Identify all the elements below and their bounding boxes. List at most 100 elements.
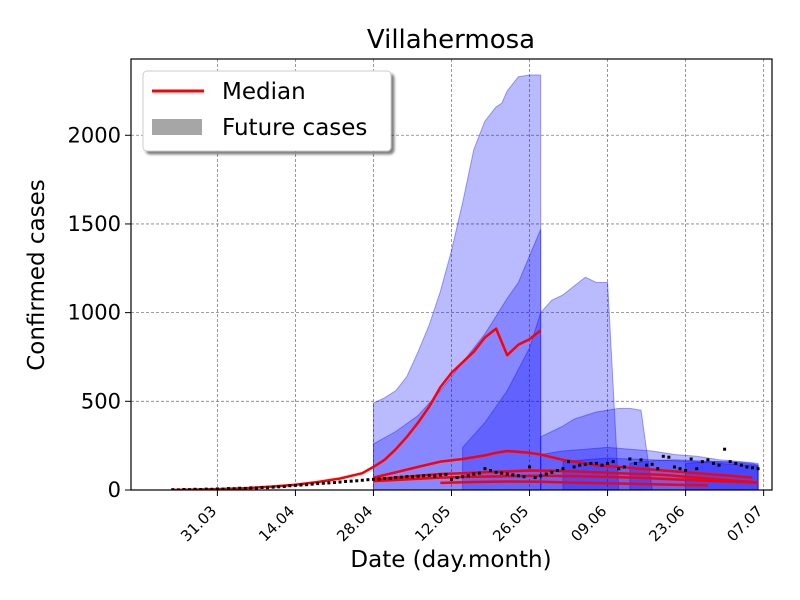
observed-point <box>371 477 375 481</box>
observed-point <box>188 488 192 490</box>
observed-point <box>332 481 336 485</box>
observed-point <box>750 466 754 470</box>
observed-point <box>215 487 219 490</box>
observed-point <box>578 463 582 467</box>
observed-point <box>550 470 554 474</box>
observed-point <box>293 483 297 487</box>
x-axis-ticks: 31.03 14.04 28.04 12.05 26.05 09.06 23.06 07.07 <box>177 490 766 545</box>
observed-point <box>689 457 693 461</box>
observed-point <box>483 467 487 471</box>
observed-point <box>394 476 398 480</box>
x-tick-label: 31.03 <box>177 502 220 545</box>
observed-point <box>617 467 621 471</box>
observed-point <box>299 483 303 487</box>
observed-point <box>182 487 186 490</box>
x-tick-label: 14.04 <box>255 502 298 545</box>
observed-point <box>622 465 626 469</box>
observed-point <box>706 458 710 462</box>
x-axis-label: Date (day.month) <box>350 547 551 573</box>
legend-box <box>142 70 392 152</box>
observed-point <box>305 483 309 487</box>
y-tick-label: 0 <box>108 478 121 502</box>
observed-point <box>717 463 721 467</box>
x-tick-label: 28.04 <box>333 502 376 545</box>
observed-point <box>221 487 225 490</box>
median-line <box>440 480 708 487</box>
observed-point <box>466 474 470 478</box>
observed-point <box>344 479 348 483</box>
observed-point <box>594 461 598 465</box>
observed-point <box>427 473 431 477</box>
observed-point <box>176 488 180 490</box>
observed-point <box>723 447 727 451</box>
x-tick-label: 09.06 <box>567 502 610 545</box>
y-tick-label: 1500 <box>68 212 121 236</box>
observed-point <box>327 481 331 485</box>
median-line <box>373 474 759 484</box>
observed-point <box>555 468 559 472</box>
observed-point <box>678 467 682 471</box>
y-axis-label: Confirmed cases <box>24 179 50 371</box>
observed-point <box>238 486 242 490</box>
observed-points <box>171 447 760 490</box>
observed-point <box>567 460 571 464</box>
y-tick-label: 500 <box>81 389 121 413</box>
observed-point <box>388 476 392 480</box>
observed-point <box>606 461 610 465</box>
observed-point <box>193 487 197 490</box>
observed-point <box>455 476 459 480</box>
observed-point <box>667 455 671 459</box>
observed-point <box>672 465 676 469</box>
observed-point <box>489 468 493 472</box>
observed-point <box>349 479 353 483</box>
observed-point <box>628 457 632 461</box>
observed-point <box>661 454 665 458</box>
observed-point <box>639 458 643 462</box>
legend: Median Future cases <box>142 70 392 152</box>
observed-point <box>321 481 325 485</box>
confidence-bands <box>373 74 759 490</box>
observed-point <box>611 460 615 464</box>
observed-point <box>204 487 208 490</box>
observed-point <box>338 480 342 484</box>
observed-point <box>533 476 537 480</box>
observed-point <box>589 461 593 465</box>
observed-point <box>583 462 587 466</box>
observed-point <box>739 463 743 467</box>
observed-point <box>461 475 465 479</box>
y-tick-label: 2000 <box>68 123 121 147</box>
observed-point <box>249 486 253 490</box>
observed-point <box>171 488 175 490</box>
observed-point <box>310 482 314 486</box>
observed-point <box>561 467 565 471</box>
observed-point <box>695 467 699 471</box>
observed-point <box>416 474 420 478</box>
y-tick-label: 1000 <box>68 301 121 325</box>
chart-title: Villahermosa <box>367 25 535 55</box>
median-line <box>172 327 542 490</box>
observed-point <box>700 460 704 464</box>
observed-point <box>650 462 654 466</box>
observed-point <box>405 475 409 479</box>
observed-point <box>472 472 476 476</box>
observed-point <box>438 473 442 477</box>
observed-point <box>277 485 281 489</box>
observed-point <box>260 486 264 490</box>
observed-point <box>383 476 387 480</box>
observed-point <box>505 472 509 476</box>
x-tick-label: 07.07 <box>723 502 766 545</box>
observed-point <box>232 487 236 490</box>
observed-point <box>711 461 715 465</box>
observed-point <box>433 474 437 478</box>
observed-point <box>210 487 214 490</box>
observed-point <box>271 485 275 489</box>
observed-point <box>410 475 414 479</box>
grid <box>131 59 772 491</box>
observed-point <box>528 465 532 469</box>
confidence-band <box>462 276 759 490</box>
observed-point <box>399 475 403 479</box>
confidence-band <box>373 74 542 490</box>
x-tick-label: 26.05 <box>489 502 532 545</box>
observed-point <box>477 471 481 475</box>
